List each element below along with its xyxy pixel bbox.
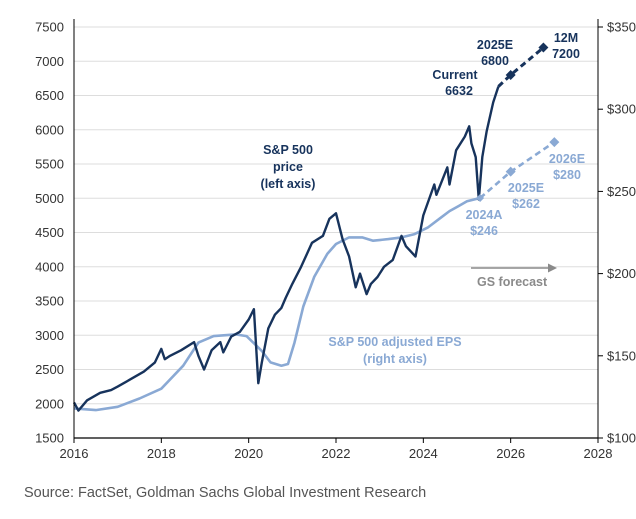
eps-actual-marker [476, 193, 485, 202]
left-tick-label: 3000 [35, 328, 64, 343]
price-label-line2: price [273, 160, 303, 174]
series-layer [72, 46, 556, 412]
left-tick-label: 2500 [35, 362, 64, 377]
left-tick-label: 5500 [35, 157, 64, 172]
eps-2025-label: 2025E [508, 181, 544, 195]
right-tick-label: $300 [607, 102, 636, 117]
eps-label-line1: S&P 500 adjusted EPS [328, 335, 461, 349]
x-tick-label: 2028 [584, 446, 613, 461]
price-label-line1: S&P 500 [263, 143, 313, 157]
x-tick-label: 2022 [322, 446, 351, 461]
eps-2026-label: 2026E [549, 152, 585, 166]
x-tick-label: 2020 [234, 446, 263, 461]
x-tick-label: 2026 [496, 446, 525, 461]
right-tick-label: $350 [607, 20, 636, 35]
left-tick-label: 7500 [35, 20, 64, 35]
forecast-arrow-head [548, 263, 557, 273]
left-tick-label: 7000 [35, 54, 64, 69]
eps-2026-value: $280 [553, 168, 581, 182]
left-tick-label: 4500 [35, 225, 64, 240]
plot-background [24, 8, 622, 470]
forecast-markers [476, 42, 560, 202]
left-tick-label: 3500 [35, 294, 64, 309]
x-tick-label: 2016 [60, 446, 89, 461]
axes [73, 19, 599, 439]
left-tick-label: 2000 [35, 396, 64, 411]
right-tick-label: $100 [607, 431, 636, 446]
left-tick-label: 1500 [35, 431, 64, 446]
right-tick-label: $200 [607, 266, 636, 281]
eps-2025-value: $262 [512, 197, 540, 211]
x-tick-label: 2018 [147, 446, 176, 461]
left-axis-ticks: 1500 2000 2500 3000 3500 4000 4500 5000 5500 6000… [35, 20, 64, 446]
source-note: Source: FactSet, Goldman Sachs Global In… [24, 485, 427, 501]
target-2025-value: 6800 [481, 54, 509, 68]
right-tick-label: $250 [607, 184, 636, 199]
target-12m-label: 12M [554, 31, 578, 45]
left-tick-label: 6500 [35, 88, 64, 103]
eps-2024-value: $246 [470, 224, 498, 238]
left-tick-label: 6000 [35, 122, 64, 137]
eps-2024-label: 2024A [466, 208, 503, 222]
price-label-line3: (left axis) [261, 177, 316, 191]
forecast-label: GS forecast [477, 275, 548, 289]
left-tick-label: 5000 [35, 191, 64, 206]
gridlines [74, 26, 598, 439]
eps-line [73, 196, 481, 412]
price-forecast-line [497, 46, 545, 88]
price-target-marker [505, 69, 516, 80]
eps-target-marker [549, 137, 560, 148]
right-axis-ticks: $100 $150 $200 $250 $300 $350 [598, 20, 636, 446]
current-value: 6632 [445, 84, 473, 98]
price-line [72, 86, 500, 412]
target-12m-value: 7200 [552, 47, 580, 61]
price-target-marker [538, 42, 549, 53]
eps-label-line2: (right axis) [363, 352, 427, 366]
x-tick-label: 2024 [409, 446, 438, 461]
left-tick-label: 4000 [35, 259, 64, 274]
eps-target-marker [505, 166, 516, 177]
x-axis-ticks: 2016 2018 2020 2022 2024 2026 2028 [60, 438, 613, 461]
current-label: Current [432, 68, 478, 82]
target-2025-label: 2025E [477, 38, 513, 52]
right-tick-label: $150 [607, 348, 636, 363]
